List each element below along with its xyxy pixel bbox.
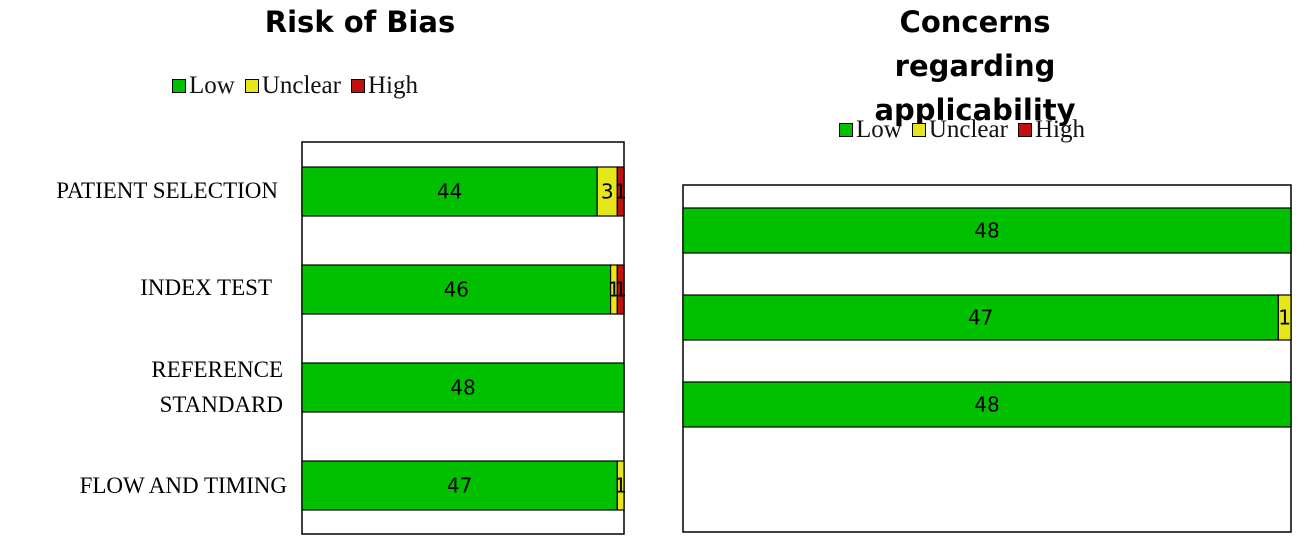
bar-low-reference-standard (301, 362, 625, 413)
chart-title-risk-of-bias: Risk of Bias (264, 5, 456, 39)
bar-unclear-flow-and-timing (616, 460, 625, 511)
legend-applicability: Low Unclear High (839, 116, 1095, 144)
legend-swatch-high (1017, 123, 1032, 137)
legend-swatch-unclear (244, 79, 259, 93)
row-label-index-test: INDEX TEST (140, 275, 272, 300)
row-label-reference-standard: REFERENCE STANDARD (151, 357, 283, 417)
data-label-low-index-test: 46 (444, 278, 469, 302)
data-label-unclear-flow-and-timing: 1 (614, 474, 625, 498)
bar-low-patient-selection (682, 207, 1292, 254)
legend-risk-of-bias: Low Unclear High (172, 72, 428, 100)
legend-label-high: High (1034, 116, 1085, 143)
data-label-unclear-patient-selection: 3 (601, 180, 614, 204)
bar-low-patient-selection (301, 166, 598, 217)
data-label-low-patient-selection: 48 (974, 219, 999, 243)
data-label-high-index-test: 1 (614, 278, 625, 302)
legend-swatch-unclear (911, 123, 926, 137)
data-label-low-reference-standard: 48 (450, 376, 475, 400)
applicability-chart: 48 47 1 48 (682, 184, 1292, 533)
bar-unclear-index-test (1277, 294, 1292, 341)
bar-low-index-test (682, 294, 1279, 341)
legend-swatch-high (350, 79, 365, 93)
legend-item-high: High (350, 72, 418, 100)
bar-high-index-test (616, 264, 625, 315)
data-label-low-flow-and-timing: 47 (447, 474, 472, 498)
legend-swatch-low (172, 79, 186, 93)
bar-low-index-test (301, 264, 612, 315)
legend-label-unclear: Unclear (928, 116, 1008, 143)
legend-label-low: Low (189, 72, 235, 99)
data-label-high-patient-selection: 1 (614, 180, 625, 204)
legend-item-high: High (1017, 116, 1085, 144)
legend-label-unclear: Unclear (261, 72, 341, 99)
legend-item-low: Low (839, 116, 902, 144)
legend-item-unclear: Unclear (911, 116, 1008, 144)
bar-high-patient-selection (616, 166, 625, 217)
legend-item-low: Low (172, 72, 235, 100)
data-label-unclear-index-test: 1 (1278, 306, 1291, 330)
bar-low-reference-standard (682, 381, 1292, 428)
legend-item-unclear: Unclear (244, 72, 341, 100)
legend-swatch-low (839, 123, 853, 137)
row-label-patient-selection: PATIENT SELECTION (56, 178, 278, 203)
data-label-low-patient-selection: 44 (437, 180, 462, 204)
data-label-low-index-test: 47 (968, 306, 993, 330)
data-label-low-reference-standard: 48 (974, 393, 999, 417)
chart-title-applicability: Concerns regarding applicability (874, 5, 1076, 127)
legend-label-high: High (367, 72, 418, 99)
row-label-flow-and-timing: FLOW AND TIMING (79, 473, 287, 498)
legend-label-low: Low (856, 116, 902, 143)
